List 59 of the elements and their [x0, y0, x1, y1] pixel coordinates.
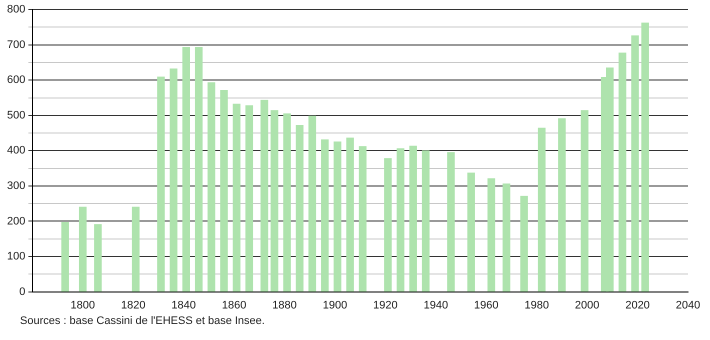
bar: [94, 224, 102, 292]
bar: [358, 146, 367, 292]
y-tick-label: 800: [6, 4, 26, 16]
x-tick-label: 1920: [373, 299, 398, 312]
bar: [447, 152, 455, 292]
bar: [467, 172, 475, 292]
x-tick-label: 1800: [70, 299, 96, 312]
bar: [208, 82, 216, 292]
bar: [170, 68, 178, 292]
x-tick-label: 1840: [171, 299, 196, 312]
bar: [409, 146, 417, 292]
bar: [321, 139, 329, 292]
bar: [157, 76, 165, 292]
bar: [334, 142, 342, 292]
y-tick-label: 400: [6, 144, 26, 157]
x-tick-label: 1820: [120, 299, 146, 312]
bar: [132, 206, 140, 292]
bar: [283, 113, 291, 292]
bar: [384, 158, 392, 292]
x-tick-label: 2040: [676, 299, 700, 312]
x-tick-label: 2020: [625, 299, 650, 312]
x-tick-label: 1860: [222, 299, 246, 312]
bar: [538, 128, 546, 292]
bar: [78, 206, 87, 292]
x-tick-label: 2000: [574, 299, 600, 312]
bar: [631, 35, 639, 292]
bar: [502, 184, 510, 292]
bar: [182, 47, 190, 292]
y-tick-label: 0: [19, 286, 26, 298]
bar: [641, 22, 649, 292]
y-tick-label: 600: [6, 74, 26, 86]
x-tick-label: 1940: [424, 299, 448, 312]
bar: [245, 105, 254, 292]
bar: [296, 124, 304, 292]
y-tick-label: 500: [6, 109, 26, 122]
bar: [618, 52, 626, 292]
source-note: Sources : base Cassini de l'EHESS et base Insee.: [20, 315, 266, 327]
bar: [270, 110, 278, 292]
bar: [558, 118, 566, 292]
bar: [396, 148, 404, 292]
x-tick-label: 1900: [322, 299, 348, 312]
y-tick-label: 200: [6, 215, 26, 228]
bar: [260, 100, 268, 292]
bar: [308, 116, 316, 292]
y-tick-label: 300: [6, 180, 26, 192]
x-tick-label: 1880: [272, 299, 297, 312]
bar: [346, 138, 354, 292]
bar: [232, 104, 240, 292]
bar: [61, 222, 69, 292]
bar: [487, 178, 496, 292]
bar: [520, 196, 528, 292]
bar: [194, 47, 203, 292]
x-tick-label: 1980: [524, 299, 549, 312]
y-tick-label: 100: [6, 250, 26, 263]
bar: [220, 90, 228, 292]
y-tick-label: 700: [6, 38, 26, 51]
x-tick-label: 1960: [474, 299, 499, 312]
bar: [580, 110, 588, 292]
bar: [422, 150, 430, 292]
